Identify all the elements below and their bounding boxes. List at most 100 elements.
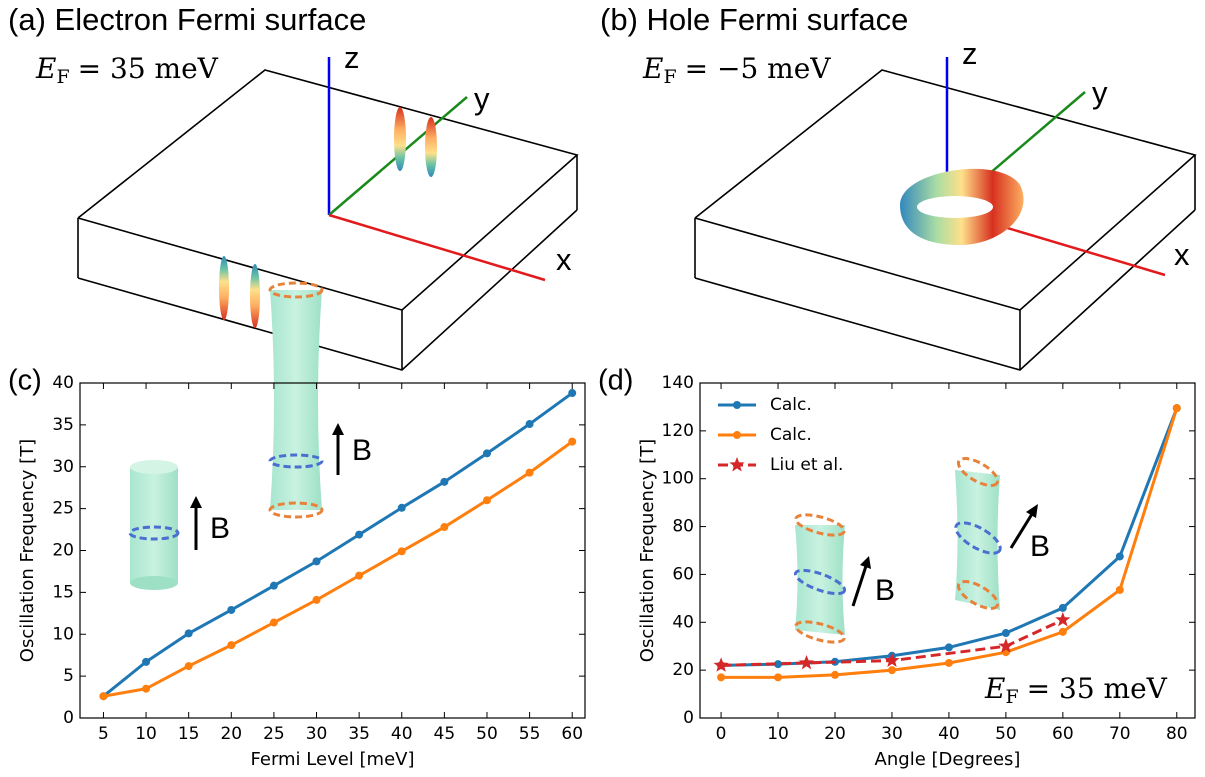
x-tick-label: 35 (348, 724, 370, 744)
legend-label: Calc. (770, 425, 812, 445)
y-tick-label: 40 (52, 373, 74, 393)
point (1059, 628, 1067, 636)
y-axis-label: Oscillation Frequency [T] (17, 439, 38, 662)
point (99, 692, 107, 700)
point (526, 469, 534, 477)
legend-marker (733, 401, 741, 409)
annotation-text: = 35 meV (78, 52, 219, 85)
y-axis-label: Oscillation Frequency [T] (637, 439, 658, 662)
series-line (721, 408, 1177, 665)
axis-letter: x (556, 242, 572, 277)
point (717, 673, 725, 681)
x-tick-label: 20 (220, 724, 242, 744)
symbol: E (35, 52, 56, 85)
y-tick-label: 100 (662, 469, 694, 489)
x-tick-label: 0 (716, 724, 727, 744)
point (568, 389, 576, 397)
x-tick-label: 40 (391, 724, 413, 744)
point (945, 643, 953, 651)
symbol: E (642, 52, 663, 85)
point (185, 662, 193, 670)
legend-marker (729, 457, 744, 472)
point (1116, 586, 1124, 594)
x-tick-label: 70 (1109, 724, 1131, 744)
x-tick-label: 50 (476, 724, 498, 744)
point (398, 547, 406, 555)
annotation: EF = 35 meV (984, 672, 1168, 709)
panel-label: (c) (8, 365, 42, 397)
point (568, 438, 576, 446)
point (945, 659, 953, 667)
point (1055, 612, 1070, 627)
y-tick-label: 120 (662, 421, 694, 441)
point (1173, 404, 1181, 412)
point (270, 619, 278, 627)
x-tick-label: 45 (434, 724, 456, 744)
point (440, 478, 448, 486)
subscript: F (1005, 686, 1018, 708)
point (142, 658, 150, 666)
x-axis-label: Fermi Level [meV] (251, 749, 415, 770)
annotation-text: = 35 meV (1027, 672, 1168, 705)
point (831, 671, 839, 679)
legend-marker (733, 431, 741, 439)
y-tick-label: 30 (52, 457, 74, 477)
field-label: B (875, 574, 895, 607)
y-tick-label: 40 (672, 612, 694, 632)
field-label: B (210, 512, 230, 545)
x-tick-label: 10 (135, 724, 157, 744)
panel-label: (a) (8, 2, 46, 37)
x-tick-label: 80 (1166, 724, 1188, 744)
point (142, 685, 150, 693)
axis-letter: z (962, 36, 978, 71)
x-tick-label: 10 (767, 724, 789, 744)
x-tick-label: 60 (1052, 724, 1074, 744)
point (714, 657, 729, 671)
symbol: E (984, 672, 1005, 705)
subscript: F (56, 66, 69, 88)
point (799, 655, 814, 669)
x-tick-label: 50 (995, 724, 1017, 744)
point (227, 606, 235, 614)
point (185, 629, 193, 637)
figure: (a) Electron Fermi surface EF= 35 meV x … (0, 0, 1205, 777)
axis-letter: y (474, 81, 490, 116)
point (888, 666, 896, 674)
inset-cylinder (130, 460, 202, 590)
x-tick-label: 40 (938, 724, 960, 744)
title: Hole Fermi surface (647, 2, 909, 37)
annotation-text: = −5 meV (685, 52, 832, 85)
legend-label: Calc. (770, 395, 812, 415)
field-label: B (352, 434, 372, 467)
point (313, 596, 321, 604)
panel-label: (b) (600, 2, 638, 37)
y-tick-label: 20 (52, 541, 74, 561)
y-tick-label: 60 (672, 564, 694, 584)
point (1116, 552, 1124, 560)
legend-label: Liu et al. (770, 455, 843, 475)
point (355, 572, 363, 580)
x-tick-label: 15 (178, 724, 200, 744)
y-tick-label: 35 (52, 415, 74, 435)
axis-letter: y (1092, 75, 1108, 110)
x-axis-label: Angle [Degrees] (875, 749, 1021, 770)
x-tick-label: 30 (306, 724, 328, 744)
point (1002, 629, 1010, 637)
point (355, 531, 363, 539)
title: Electron Fermi surface (55, 2, 367, 37)
axis-letter: x (1174, 237, 1190, 272)
annotation: EF= −5 meV (642, 52, 831, 89)
x-tick-label: 25 (263, 724, 285, 744)
y-tick-label: 0 (683, 708, 694, 728)
point (227, 641, 235, 649)
panel-title: (a) Electron Fermi surface (8, 2, 366, 37)
point (270, 582, 278, 590)
y-tick-label: 140 (662, 373, 694, 393)
y-tick-label: 25 (52, 499, 74, 519)
point (440, 523, 448, 531)
point (313, 557, 321, 565)
point (483, 449, 491, 457)
x-tick-label: 60 (561, 724, 583, 744)
y-tick-label: 15 (52, 582, 74, 602)
series-line (721, 408, 1177, 677)
